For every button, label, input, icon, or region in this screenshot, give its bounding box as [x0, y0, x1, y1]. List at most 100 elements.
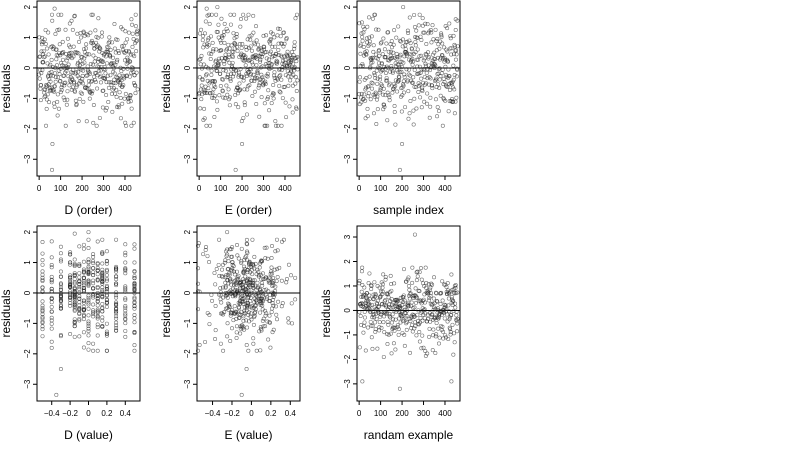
- data-point: [236, 105, 241, 110]
- data-point: [221, 262, 226, 267]
- data-point: [380, 92, 385, 97]
- data-point: [53, 71, 58, 76]
- data-point: [197, 57, 202, 62]
- data-point: [49, 296, 54, 301]
- data-point: [281, 30, 286, 35]
- data-point: [202, 31, 207, 36]
- data-point: [372, 94, 377, 99]
- data-point: [254, 63, 259, 68]
- data-point: [40, 275, 45, 280]
- data-point: [385, 319, 390, 324]
- data-point: [72, 13, 77, 18]
- data-point: [132, 83, 137, 88]
- data-point: [290, 97, 295, 102]
- data-point: [91, 341, 96, 346]
- y-tick-label: −2: [183, 124, 192, 134]
- data-point: [215, 107, 220, 112]
- data-point: [293, 81, 298, 86]
- data-point: [428, 104, 433, 109]
- data-point: [267, 66, 272, 71]
- data-point: [86, 281, 91, 286]
- data-point: [207, 21, 212, 26]
- data-point: [210, 298, 215, 303]
- data-point: [50, 142, 55, 147]
- data-point: [400, 37, 405, 42]
- data-point: [250, 93, 255, 98]
- data-point: [70, 76, 75, 81]
- data-point: [61, 64, 66, 69]
- data-point: [55, 28, 60, 33]
- data-point: [423, 63, 428, 68]
- data-point: [40, 272, 45, 277]
- data-point: [77, 244, 82, 249]
- data-point: [86, 341, 91, 346]
- data-point: [371, 49, 376, 54]
- x-tick-label: 300: [417, 409, 431, 418]
- data-point: [86, 302, 91, 307]
- data-point: [119, 78, 124, 83]
- data-point: [286, 83, 291, 88]
- data-point: [241, 78, 246, 83]
- data-point: [66, 74, 71, 79]
- data-point: [58, 306, 63, 311]
- data-point: [40, 299, 45, 304]
- data-point: [207, 260, 212, 265]
- data-point: [87, 52, 92, 57]
- data-point: [263, 324, 268, 329]
- data-point: [126, 60, 131, 65]
- data-point: [235, 48, 240, 53]
- data-point: [40, 308, 45, 313]
- data-point: [380, 289, 385, 294]
- data-point: [279, 77, 284, 82]
- data-point: [288, 78, 293, 83]
- data-point: [240, 289, 245, 294]
- data-point: [367, 271, 372, 276]
- data-point: [384, 311, 389, 316]
- data-point: [72, 231, 77, 236]
- data-point: [84, 119, 89, 124]
- data-point: [451, 77, 456, 82]
- data-point: [369, 335, 374, 340]
- data-point: [132, 246, 137, 251]
- y-tick-label: −2: [343, 354, 352, 364]
- data-point: [55, 99, 60, 104]
- data-point: [262, 288, 267, 293]
- data-point: [374, 122, 379, 127]
- data-point: [86, 347, 91, 352]
- data-point: [275, 317, 280, 322]
- data-point: [132, 283, 137, 288]
- data-point: [72, 14, 77, 19]
- data-point: [40, 327, 45, 332]
- data-point: [77, 308, 82, 313]
- data-point: [62, 98, 67, 103]
- data-point: [236, 300, 241, 305]
- y-tick-label: 0: [23, 65, 32, 70]
- data-point: [207, 81, 212, 86]
- data-point: [430, 282, 435, 287]
- data-point: [209, 72, 214, 77]
- data-point: [219, 311, 224, 316]
- data-point: [235, 243, 240, 248]
- data-point: [380, 301, 385, 306]
- data-point: [236, 312, 241, 317]
- data-point: [129, 106, 134, 111]
- data-point: [197, 343, 202, 348]
- data-point: [45, 92, 50, 97]
- data-point: [123, 328, 128, 333]
- data-point: [360, 379, 365, 384]
- data-point: [396, 332, 401, 337]
- data-point: [376, 310, 381, 315]
- data-point: [432, 78, 437, 83]
- data-point: [433, 63, 438, 68]
- data-point: [91, 314, 96, 319]
- data-point: [72, 321, 77, 326]
- data-point: [389, 66, 394, 71]
- data-point: [89, 12, 94, 17]
- data-point: [406, 284, 411, 289]
- data-point: [365, 106, 370, 111]
- data-point: [200, 38, 205, 43]
- data-point: [199, 53, 204, 58]
- data-point: [227, 302, 232, 307]
- data-point: [261, 316, 266, 321]
- data-point: [246, 287, 251, 292]
